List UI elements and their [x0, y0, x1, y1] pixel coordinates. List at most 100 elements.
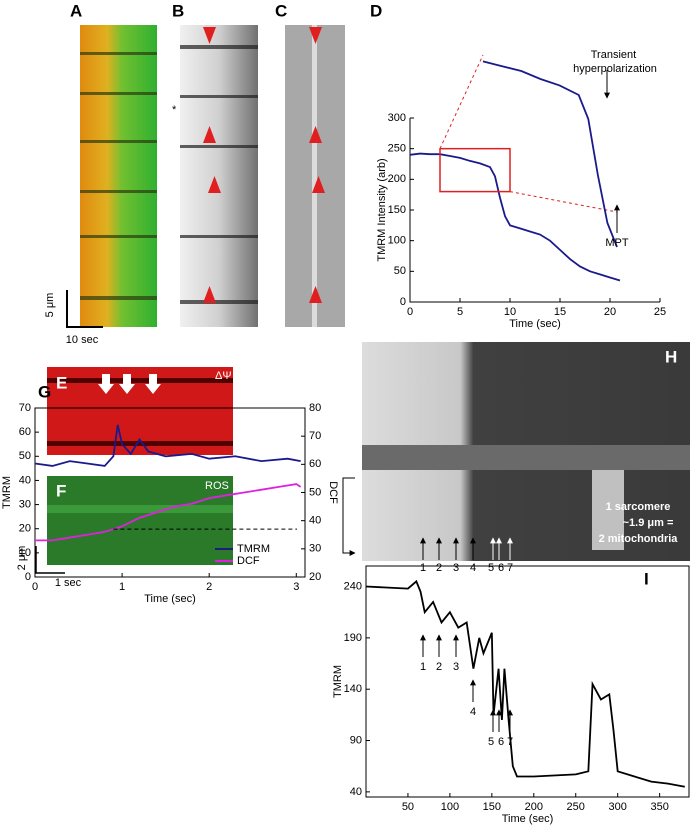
arrow-label: 3	[453, 562, 459, 574]
arrow-label: 7	[507, 562, 513, 574]
data-line	[35, 483, 302, 542]
arrow-label: 5	[488, 562, 494, 574]
panel-label: B	[172, 1, 184, 20]
x-tick-label: 50	[402, 801, 414, 813]
x-tick-label: 5	[457, 306, 463, 318]
y-axis-label: TMRM Intensity (arb)	[376, 158, 388, 261]
y-tick-label: 30	[19, 498, 31, 510]
panel-label: G	[38, 382, 51, 401]
y-tick-label: 250	[388, 143, 406, 155]
y-tick-label: 140	[344, 683, 362, 695]
x-tick-label: 150	[483, 801, 501, 813]
annotation: 2	[436, 661, 442, 673]
y-axis-label: TMRM	[332, 665, 344, 698]
channel-label: ΔΨ	[215, 370, 232, 382]
y-tick-label: 50	[394, 265, 406, 277]
panel-h: H 1 sarcomere ~1.9 μm = 2 mitochondria	[342, 342, 690, 561]
zoom-box	[439, 147, 511, 193]
asterisk: *	[172, 104, 177, 116]
annotation: 4	[470, 706, 476, 718]
x-tick-label: 300	[609, 801, 627, 813]
panel-label: F	[56, 481, 66, 500]
zoom-guide	[439, 54, 484, 149]
panel-e: E ΔΨ	[47, 367, 233, 455]
plot-frame	[365, 565, 690, 798]
y2-tick-label: 70	[309, 430, 321, 442]
x-tick-label: 350	[650, 801, 668, 813]
y2-tick-label: 20	[309, 571, 321, 583]
annotation: Transient hyperpolarization	[573, 49, 657, 75]
y-tick-label: 90	[350, 734, 362, 746]
y-tick-label: 300	[388, 112, 406, 124]
annotation: 3	[453, 661, 459, 673]
arrow-label: 1	[420, 562, 426, 574]
x-tick-label: 20	[604, 306, 616, 318]
y-tick-label: 40	[350, 786, 362, 798]
axes	[409, 118, 660, 303]
y2-tick-label: 60	[309, 458, 321, 470]
y2-tick-label: 30	[309, 543, 321, 555]
x-axis-label: Time (sec)	[502, 813, 554, 825]
panel-label: I	[644, 569, 649, 588]
x-tick-label: 200	[525, 801, 543, 813]
y-tick-label: 0	[400, 296, 406, 308]
h-note: 1 sarcomere	[606, 501, 671, 513]
h-note: 2 mitochondria	[599, 533, 679, 545]
y-tick-label: 20	[19, 523, 31, 535]
y-tick-label: 190	[344, 632, 362, 644]
x-tick-label: 25	[654, 306, 666, 318]
data-line	[365, 579, 685, 788]
y-tick-label: 70	[19, 402, 31, 414]
y2-tick-label: 80	[309, 402, 321, 414]
y-tick-label: 100	[388, 235, 406, 247]
x-axis-label: Time (sec)	[144, 593, 196, 605]
panel-label: E	[56, 373, 67, 392]
x-tick-label: 1	[119, 581, 125, 593]
x-tick-label: 0	[32, 581, 38, 593]
h-note: ~1.9 μm =	[623, 517, 674, 529]
y-tick-label: 40	[19, 474, 31, 486]
inset-line	[482, 60, 618, 248]
y-tick-label: 200	[388, 173, 406, 185]
scale-label: 2 μm	[16, 546, 28, 571]
scale-label: 1 sec	[55, 577, 82, 589]
y-tick-label: 60	[19, 426, 31, 438]
channel-label: ROS	[205, 480, 229, 492]
annotation: MPT	[605, 237, 629, 249]
legend-label: TMRM	[237, 543, 270, 555]
x-axis-label: Time (sec)	[509, 318, 561, 330]
x-tick-label: 0	[407, 306, 413, 318]
y-tick-label: 150	[388, 204, 406, 216]
scale-label: 5 μm	[44, 293, 56, 318]
y-axis-label: TMRM	[1, 476, 13, 509]
x-tick-label: 3	[293, 581, 299, 593]
panel-f: F ROS 2 μm 1 sec	[16, 476, 233, 589]
data-line	[409, 152, 621, 282]
annotation: 1	[420, 661, 426, 673]
zoom-guide	[509, 191, 618, 213]
panel-a: A 5 μm 10 sec	[44, 1, 157, 346]
y-tick-label: 240	[344, 580, 362, 592]
panel-b: B *	[172, 1, 258, 327]
panel-label: A	[70, 1, 82, 20]
annotation: 7	[507, 736, 513, 748]
panel-c: C	[275, 1, 345, 327]
y-tick-label: 10	[19, 547, 31, 559]
x-tick-label: 250	[567, 801, 585, 813]
arrow-label: 2	[436, 562, 442, 574]
y-tick-label: 50	[19, 450, 31, 462]
legend-label: DCF	[237, 555, 260, 567]
y-tick-label: 0	[25, 571, 31, 583]
data-line	[34, 424, 301, 467]
y2-tick-label: 40	[309, 515, 321, 527]
annotation: 6	[498, 736, 504, 748]
annotation: 5	[488, 736, 494, 748]
x-tick-label: 15	[554, 306, 566, 318]
x-tick-label: 2	[206, 581, 212, 593]
x-tick-label: 100	[441, 801, 459, 813]
panel-label: H	[665, 347, 677, 366]
scale-label: 10 sec	[66, 334, 99, 346]
arrow-label: 6	[498, 562, 504, 574]
panel-label: C	[275, 1, 287, 20]
